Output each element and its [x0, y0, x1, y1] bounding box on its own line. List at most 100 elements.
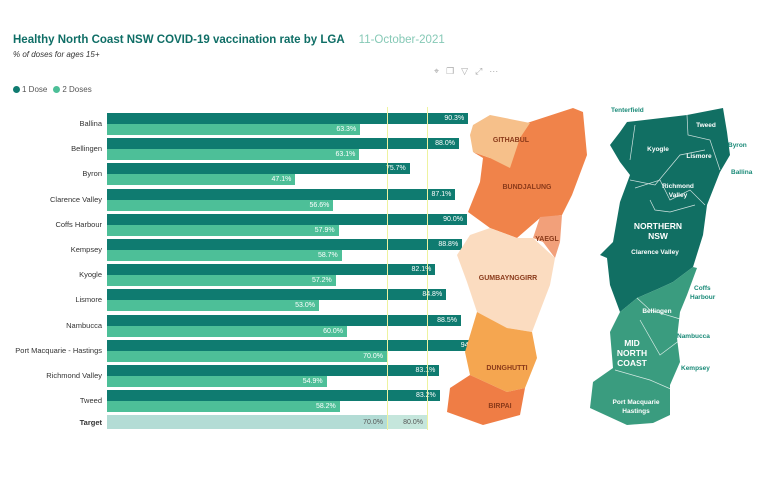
legend-item-1-dose[interactable]: 1 Dose [13, 85, 47, 94]
label-byron: Byron [728, 142, 747, 149]
lga-boundaries [614, 114, 721, 391]
bar-1-dose[interactable] [107, 264, 436, 276]
copy-icon[interactable]: ❐ [446, 66, 455, 76]
data-label: 75.7% [385, 165, 406, 173]
data-label: 83.2% [415, 392, 436, 400]
bar-1-dose[interactable] [107, 365, 440, 376]
label-birpai: BIRPAI [488, 403, 511, 410]
pin-icon[interactable]: ⌖ [434, 66, 440, 76]
label-port-macquarie: Port Macquarie [613, 399, 660, 406]
label-coast: COAST [617, 358, 648, 368]
label-lismore: Lismore [686, 153, 712, 160]
category-label-target: Target [79, 418, 102, 428]
data-label: 88.5% [437, 316, 457, 324]
visual-header-toolbar: ⌖ ❐ ▽ ⤢ ··· [434, 66, 498, 77]
bar-2-doses[interactable] [107, 275, 336, 287]
category-label: Coffs Harbour [55, 219, 102, 229]
data-label: 82.1% [411, 266, 432, 274]
aboriginal-nations-map: GITHABUL BUNDJALUNG YAEGL GUMBAYNGGIRR D… [447, 108, 587, 425]
legend-dot-icon [53, 86, 61, 93]
bar-1-dose[interactable] [107, 138, 459, 150]
data-label: 88.0% [435, 140, 455, 148]
region-yaegl[interactable] [533, 215, 562, 258]
bar-2-doses[interactable] [107, 325, 347, 337]
label-harbour: Harbour [690, 294, 716, 301]
category-label: Kyogle [79, 270, 102, 280]
category-label: Kempsey [70, 245, 102, 254]
label-githabul: GITHABUL [493, 137, 530, 144]
legend-item-2-doses[interactable]: 2 Doses [53, 85, 92, 94]
label-kyogle: Kyogle [647, 146, 669, 153]
data-label: 83.1% [415, 367, 436, 374]
bar-1-dose[interactable] [107, 339, 485, 351]
chart-title: Healthy North Coast NSW COVID-19 vaccina… [13, 34, 345, 46]
label-northern: NORTHERN [634, 221, 682, 231]
bar-1-dose[interactable] [107, 188, 456, 200]
label-nsw: NSW [648, 231, 669, 241]
data-label: 87.1% [431, 190, 452, 198]
legend: 1 Dose 2 Doses [13, 85, 92, 94]
label-clarence-valley: Clarence Valley [631, 249, 679, 256]
label-bundjalung: BUNDJALUNG [503, 184, 553, 191]
bar-1-dose[interactable] [107, 314, 461, 326]
bar-2-doses[interactable] [107, 376, 327, 387]
bar-1-dose[interactable] [107, 213, 467, 225]
label-dunghutti: DUNGHUTTI [486, 365, 527, 372]
bar-2-doses[interactable] [107, 199, 334, 211]
chart-subtitle: % of doses for ages 15+ [13, 50, 100, 59]
data-label: 88.8% [438, 241, 459, 248]
data-label: 63.3% [336, 126, 357, 133]
bar-1-dose[interactable] [107, 289, 447, 301]
data-label: 84.8% [422, 291, 443, 299]
region-northern-nsw[interactable] [600, 108, 730, 312]
bar-2-doses[interactable] [107, 149, 360, 161]
region-birpai[interactable] [447, 375, 525, 425]
region-gumbaynggirr[interactable] [457, 228, 555, 332]
label-mid: MID [624, 338, 640, 348]
label-coffs: Coffs [694, 285, 711, 292]
category-label: Port Macquarie - Hastings [15, 345, 102, 355]
bar-1-dose[interactable] [107, 239, 463, 250]
bar-2-doses[interactable] [107, 300, 319, 312]
target-line [427, 107, 428, 430]
filter-icon[interactable]: ▽ [461, 66, 469, 76]
bar-2-doses[interactable] [107, 174, 296, 186]
label-ballina: Ballina [731, 169, 753, 176]
bar-2-doses[interactable] [107, 124, 361, 135]
category-label: Byron [82, 169, 102, 179]
label-nambucca: Nambucca [677, 333, 710, 340]
data-label: 57.2% [311, 277, 332, 285]
bar-1-dose[interactable] [107, 163, 410, 175]
expand-icon[interactable]: ⤢ [475, 66, 483, 76]
data-label: 53.0% [295, 302, 315, 310]
bar-2-doses[interactable] [107, 401, 340, 413]
data-label: 58.7% [317, 252, 338, 259]
label-tenterfield: Tenterfield [611, 107, 644, 114]
region-bundjalung[interactable] [468, 108, 587, 238]
data-label: 56.6% [309, 201, 330, 209]
label-bellingen: Bellingen [642, 308, 671, 315]
target-bar-stretch[interactable] [387, 415, 427, 430]
target-label: 70.0% [363, 419, 383, 427]
region-githabul[interactable] [470, 115, 530, 168]
data-label: 54.9% [302, 378, 323, 385]
category-label: Tweed [79, 396, 102, 406]
category-label: Ballina [79, 119, 102, 128]
more-icon[interactable]: ··· [489, 66, 499, 76]
title-row: Healthy North Coast NSW COVID-19 vaccina… [13, 34, 445, 46]
report-date: 11-October-2021 [358, 34, 445, 46]
category-label: Clarence Valley [50, 194, 102, 204]
bar-1-dose[interactable] [107, 390, 440, 402]
target-label: 80.0% [403, 419, 423, 427]
region-mid-north-coast[interactable] [590, 267, 697, 425]
data-label: 90.3% [444, 115, 465, 122]
bar-2-doses[interactable] [107, 350, 387, 362]
bar-2-doses[interactable] [107, 250, 342, 261]
bar-1-dose[interactable] [107, 113, 469, 124]
target-bar[interactable] [107, 415, 387, 430]
region-dunghutti[interactable] [465, 312, 537, 392]
legend-dot-icon [13, 86, 20, 93]
bar-2-doses[interactable] [107, 224, 339, 236]
data-label: 90.0% [443, 215, 463, 223]
